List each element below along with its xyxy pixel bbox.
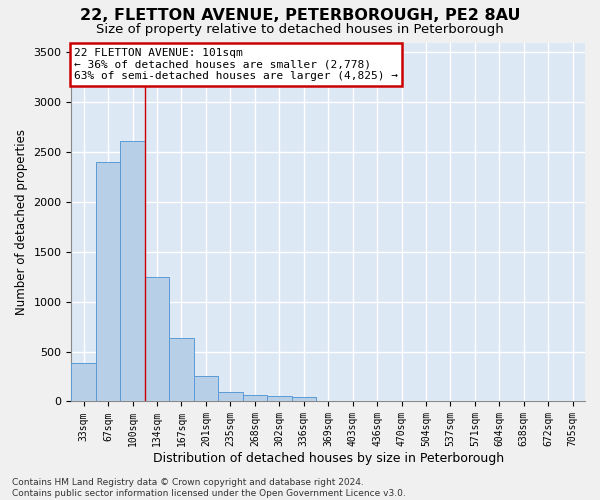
Bar: [242, 396, 267, 402]
Bar: [292, 398, 316, 402]
Bar: [71, 362, 96, 402]
Bar: [267, 396, 292, 402]
Text: Contains HM Land Registry data © Crown copyright and database right 2024.
Contai: Contains HM Land Registry data © Crown c…: [12, 478, 406, 498]
Text: 22 FLETTON AVENUE: 101sqm
← 36% of detached houses are smaller (2,778)
63% of se: 22 FLETTON AVENUE: 101sqm ← 36% of detac…: [74, 48, 398, 81]
Text: Size of property relative to detached houses in Peterborough: Size of property relative to detached ho…: [96, 22, 504, 36]
Bar: [145, 277, 169, 402]
Text: 22, FLETTON AVENUE, PETERBOROUGH, PE2 8AU: 22, FLETTON AVENUE, PETERBOROUGH, PE2 8A…: [80, 8, 520, 22]
X-axis label: Distribution of detached houses by size in Peterborough: Distribution of detached houses by size …: [152, 452, 504, 465]
Bar: [169, 338, 194, 402]
Bar: [96, 162, 121, 402]
Bar: [194, 376, 218, 402]
Bar: [218, 392, 242, 402]
Y-axis label: Number of detached properties: Number of detached properties: [15, 129, 28, 315]
Bar: [121, 141, 145, 402]
